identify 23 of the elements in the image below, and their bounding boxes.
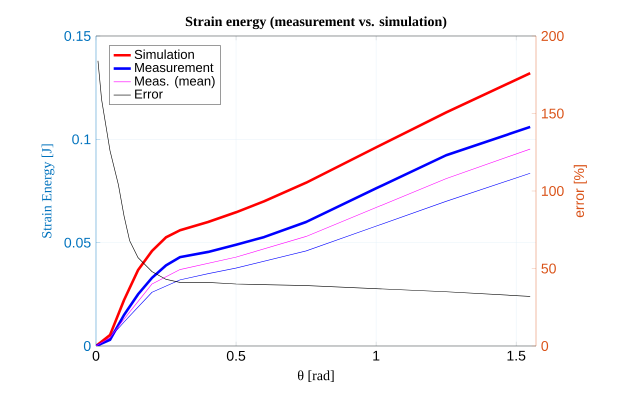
chart-title: Strain energy (measurement vs. simulation) (186, 16, 446, 30)
y-tick-label: 0.05 (64, 238, 91, 248)
line-series (96, 72, 532, 346)
y2-axis-title: error [%] (574, 165, 587, 218)
y-tick-label: 0 (84, 341, 91, 351)
x-tick-label: 1.5 (508, 350, 526, 361)
y2-tick-label: 0 (541, 341, 548, 351)
line-series (98, 60, 530, 297)
y-tick-label: 0.1 (72, 134, 90, 144)
y2-tick-label: 150 (542, 108, 564, 118)
y-axis-title: Strain Energy [J] (42, 144, 54, 238)
legend-label: Measurement (135, 63, 214, 72)
x-axis-title: θ [rad] (298, 370, 334, 382)
y2-tick-label: 100 (542, 186, 564, 196)
x-tick-label: 0 (92, 350, 100, 361)
x-tick-label: 0.5 (226, 350, 246, 361)
y-tick-label: 0.15 (64, 31, 91, 41)
legend-label: Simulation (134, 49, 194, 60)
legend-label: Error (135, 90, 163, 99)
legend-label: Meas. (mean) (135, 76, 215, 88)
y2-tick-label: 50 (541, 264, 556, 274)
x-tick-label: 1 (373, 350, 380, 360)
y2-tick-label: 200 (542, 31, 564, 41)
